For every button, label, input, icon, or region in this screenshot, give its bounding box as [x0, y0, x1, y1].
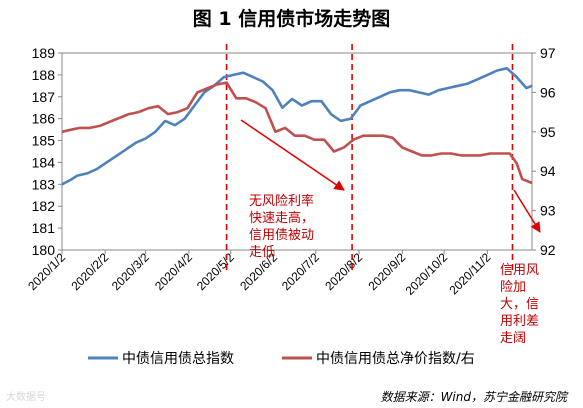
x-tick-label: 2020/9/2	[365, 250, 408, 293]
source-note: 数据来源：Wind，苏宁金融研究院	[380, 390, 567, 404]
x-tick-label: 2020/5/2	[194, 250, 237, 293]
annotation-arrows	[240, 119, 541, 233]
annotation-risk-free-rate: 无风险利率 快速走高， 信用债被动 走低	[249, 194, 315, 260]
x-tick-label: 2020/3/2	[109, 250, 152, 293]
x-tick-label: 2020/8/2	[322, 250, 365, 293]
x-tick-label: 2020/4/2	[152, 250, 195, 293]
legend: 中债信用债总指数 中债信用债总净价指数/右	[88, 351, 475, 367]
x-tick-label: 2020/10/2	[403, 250, 451, 298]
y-left-tick-label: 185	[32, 133, 56, 149]
x-tick-label: 2020/11/2	[446, 250, 493, 297]
annotation-credit-spread: 信用风 险加 大，信 用利差 走阔	[500, 263, 540, 346]
y-right-tick-label: 97	[540, 45, 556, 61]
y-right-tick-label: 96	[540, 84, 556, 100]
y-left-tick-label: 189	[32, 45, 56, 61]
y-left-tick-label: 180	[32, 242, 56, 258]
watermark: 大数据号	[6, 392, 46, 403]
y-left-tick-label: 184	[32, 154, 56, 170]
y-right-tick-label: 93	[540, 203, 556, 219]
figure-title: 图 1 信用债市场走势图	[192, 8, 391, 30]
y-left-tick-label: 186	[32, 111, 56, 127]
y-left-tick-label: 187	[32, 89, 56, 105]
annotation-arrow-1	[240, 119, 345, 191]
plot-area-frame	[61, 52, 533, 251]
x-tick-label: 2020/2/2	[68, 250, 111, 293]
annotation-arrow-2	[513, 189, 541, 233]
y-right-tick-label: 94	[540, 163, 556, 179]
y-right-tick-label: 95	[540, 124, 556, 140]
y-right-tick-label: 92	[540, 242, 556, 258]
legend-label-1: 中债信用债总指数	[122, 351, 234, 367]
series-line-2	[61, 81, 533, 185]
axes-group: 180 181 182 183 184 185 186 187 188 189 92 93 94 95 96…	[25, 45, 556, 298]
series-group	[61, 67, 533, 186]
y-left-tick-label: 183	[32, 176, 56, 192]
legend-label-2: 中债信用债总净价指数/右	[316, 351, 475, 367]
y-left-tick-label: 181	[32, 220, 56, 236]
y-left-tick-label: 188	[32, 67, 56, 83]
series-line-1	[61, 67, 533, 186]
y-left-tick-label: 182	[32, 198, 56, 214]
